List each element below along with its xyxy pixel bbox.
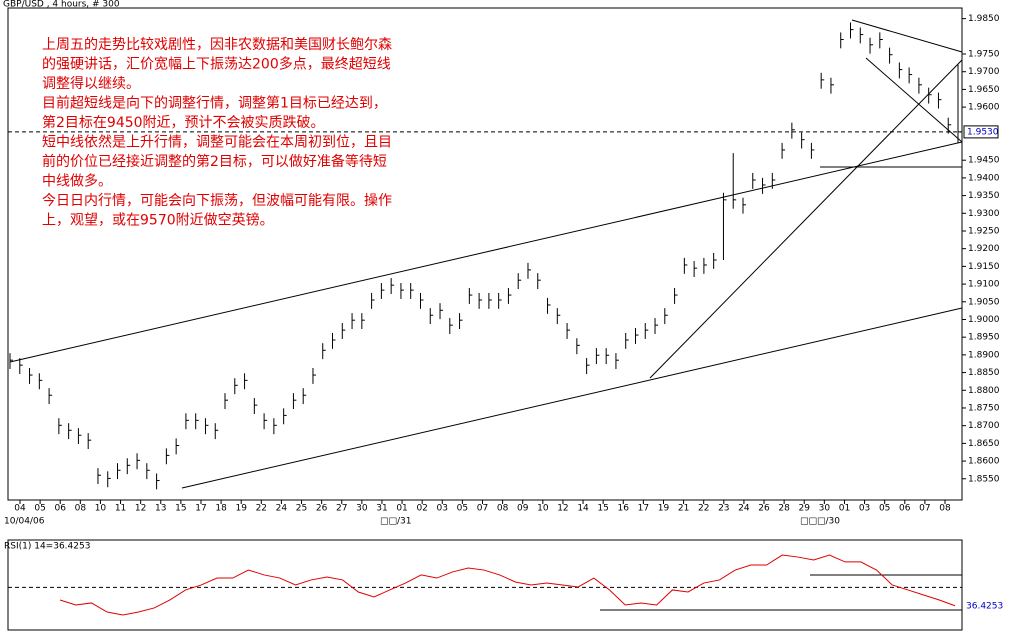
- y-tick-label: 1.9300: [968, 209, 1000, 219]
- x-tick-label: 14: [577, 504, 589, 514]
- x-tick-label: 27: [336, 504, 347, 514]
- x-tick-label: 30: [819, 504, 831, 514]
- x-tick-label: 06: [899, 504, 911, 514]
- trend-line: [181, 307, 963, 489]
- y-tick-label: 1.8950: [968, 333, 1000, 343]
- y-tick-label: 1.9850: [968, 14, 1000, 24]
- x-tick-label: 10: [95, 504, 107, 514]
- x-tick-label: 26: [758, 504, 770, 514]
- x-tick-label: 11: [115, 504, 126, 514]
- trend-line: [649, 59, 963, 379]
- x-tick-label: 19: [235, 504, 247, 514]
- x-tick-label: 09: [517, 504, 529, 514]
- x-tick-label: 07: [477, 504, 488, 514]
- x-tick-label: 22: [698, 504, 709, 514]
- trend-line: [9, 141, 963, 363]
- x-tick-label: 12: [557, 504, 568, 514]
- x-tick-label: 13: [155, 504, 166, 514]
- y-tick-label: 1.8850: [968, 368, 1000, 378]
- period-label: 10/04/06: [4, 517, 45, 527]
- x-tick-label: 07: [919, 504, 930, 514]
- x-tick-label: 05: [879, 504, 890, 514]
- x-tick-label: 15: [175, 504, 186, 514]
- x-tick-label: 16: [618, 504, 630, 514]
- y-tick-label: 1.9100: [968, 280, 1000, 290]
- period-label: □□□/30: [800, 517, 840, 527]
- annotation: 中线做多。: [42, 173, 112, 190]
- period-label: □□/31: [380, 517, 412, 527]
- x-tick-label: 03: [437, 504, 448, 514]
- y-tick-label: 1.9750: [968, 50, 1000, 60]
- y-tick-label: 1.9350: [968, 191, 1000, 201]
- annotation: 上周五的走势比较戏剧性，因非农数据和美国财长鲍尔森: [42, 37, 392, 53]
- annotation: 调整得以继续。: [42, 75, 140, 92]
- x-tick-label: 08: [75, 504, 87, 514]
- y-tick-label: 1.9050: [968, 297, 1000, 307]
- x-tick-label: 17: [638, 504, 649, 514]
- x-tick-label: 30: [356, 504, 368, 514]
- x-tick-label: 02: [416, 504, 427, 514]
- annotation: 今日日内行情，可能会向下振荡，但波幅可能有限。操作: [42, 193, 392, 209]
- x-tick-label: 28: [778, 504, 790, 514]
- x-tick-label: 05: [457, 504, 468, 514]
- rsi-value-label: 36.4253: [966, 601, 1003, 611]
- chart-title: GBP/USD , 4 hours, # 300: [3, 0, 120, 10]
- x-tick-label: 10: [537, 504, 549, 514]
- y-tick-label: 1.8900: [968, 350, 1000, 360]
- x-tick-label: 01: [396, 504, 407, 514]
- y-tick-label: 1.8750: [968, 403, 1000, 413]
- rsi-panel: [7, 539, 963, 631]
- annotation: 上，观望，或在9570附近做空英镑。: [42, 212, 274, 229]
- x-tick-label: 22: [256, 504, 267, 514]
- y-tick-label: 1.8600: [968, 457, 1000, 467]
- y-tick-label: 1.8650: [968, 439, 1000, 449]
- x-tick-label: 01: [839, 504, 850, 514]
- x-tick-label: 24: [738, 504, 750, 514]
- current-price-box: [963, 125, 999, 139]
- x-tick-label: 08: [939, 504, 951, 514]
- x-tick-label: 04: [14, 504, 26, 514]
- x-tick-label: 05: [34, 504, 45, 514]
- annotation: 前的价位已经接近调整的第2目标，可以做好准备等待短: [42, 153, 387, 170]
- x-tick-label: 21: [678, 504, 689, 514]
- x-tick-label: 06: [54, 504, 66, 514]
- x-tick-label: 31: [376, 504, 387, 514]
- price-panel: [7, 7, 963, 501]
- x-tick-label: 19: [658, 504, 670, 514]
- rsi-title: RSI(1) 14=36.4253: [4, 542, 90, 552]
- current-price-label: 1.9530: [967, 127, 999, 137]
- x-tick-label: 08: [497, 504, 509, 514]
- y-tick-label: 1.9000: [968, 315, 1000, 325]
- y-tick-label: 1.9200: [968, 244, 1000, 254]
- x-tick-label: 24: [276, 504, 288, 514]
- annotation: 的强硬讲话，汇价宽幅上下振荡达200多点，最终超短线: [42, 56, 391, 73]
- annotation: 目前超短线是向下的调整行情，调整第1目标已经达到，: [42, 95, 387, 112]
- annotation: 第2目标在9450附近，预计不会被实质跌破。: [42, 114, 325, 131]
- x-tick-label: 25: [296, 504, 307, 514]
- x-tick-label: 18: [215, 504, 227, 514]
- y-tick-label: 1.9600: [968, 103, 1000, 113]
- x-tick-label: 17: [195, 504, 206, 514]
- x-tick-label: 03: [859, 504, 870, 514]
- y-tick-label: 1.9400: [968, 173, 1000, 183]
- y-tick-label: 1.9700: [968, 67, 1000, 77]
- y-tick-label: 1.8700: [968, 421, 1000, 431]
- y-tick-label: 1.9250: [968, 226, 1000, 236]
- y-tick-label: 1.8800: [968, 386, 1000, 396]
- trend-line: [851, 19, 963, 53]
- x-tick-label: 29: [799, 504, 811, 514]
- annotation: 短中线依然是上升行情，调整可能会在本周初到位，且目: [42, 134, 392, 151]
- y-tick-label: 1.9150: [968, 262, 1000, 272]
- y-tick-label: 1.9650: [968, 85, 1000, 95]
- y-tick-label: 1.9450: [968, 156, 1000, 166]
- x-tick-label: 15: [597, 504, 608, 514]
- trend-lines: [9, 19, 963, 611]
- x-tick-label: 12: [135, 504, 146, 514]
- x-tick-label: 26: [316, 504, 328, 514]
- rsi-line: [59, 554, 956, 616]
- x-tick-label: 23: [718, 504, 729, 514]
- trend-line: [865, 57, 963, 143]
- y-tick-label: 1.8550: [968, 474, 1000, 484]
